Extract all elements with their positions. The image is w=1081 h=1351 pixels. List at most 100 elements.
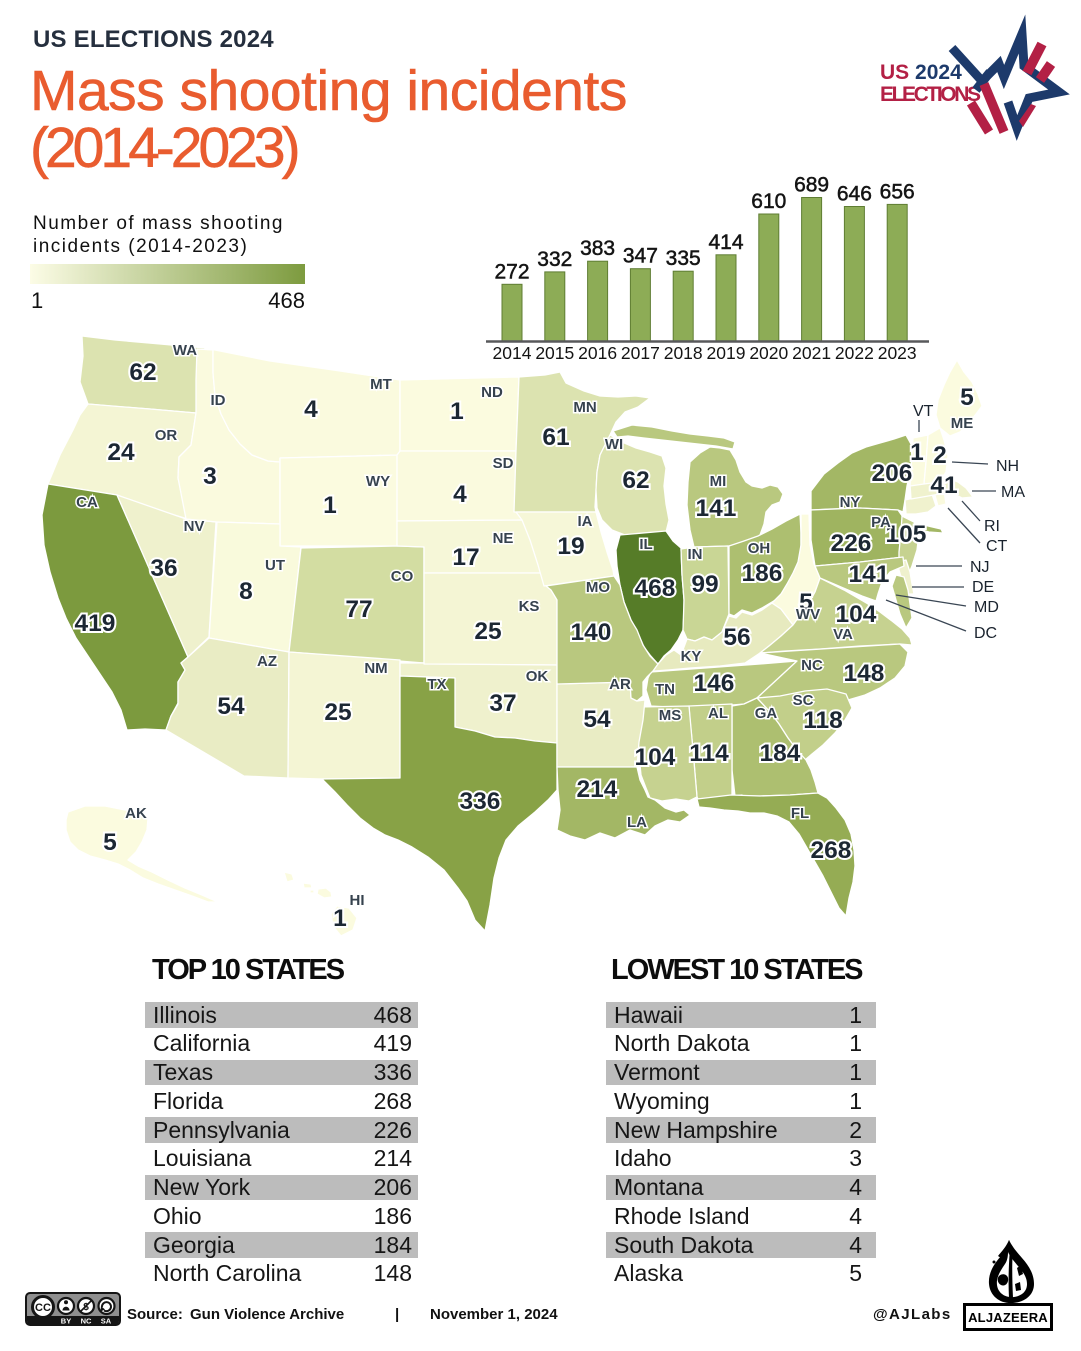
- svg-text:186: 186: [742, 560, 783, 587]
- svg-text:ME: ME: [951, 415, 974, 432]
- svg-text:ND: ND: [481, 384, 503, 401]
- svg-text:BY: BY: [61, 1317, 71, 1326]
- svg-text:1: 1: [323, 492, 337, 519]
- svg-text:56: 56: [723, 624, 750, 651]
- svg-text:MD: MD: [974, 599, 999, 616]
- svg-text:CC: CC: [35, 1302, 51, 1314]
- svg-text:2018: 2018: [664, 343, 703, 363]
- svg-text:5: 5: [960, 384, 974, 411]
- svg-text:332: 332: [537, 248, 572, 271]
- svg-text:OR: OR: [155, 427, 178, 444]
- svg-text:1: 1: [910, 439, 924, 466]
- svg-text:MT: MT: [370, 376, 392, 393]
- svg-text:OK: OK: [526, 668, 549, 685]
- svg-text:347: 347: [623, 245, 658, 268]
- svg-text:419: 419: [75, 610, 116, 637]
- svg-text:54: 54: [583, 706, 611, 733]
- svg-text:8: 8: [239, 578, 253, 605]
- svg-text:SA: SA: [101, 1317, 112, 1326]
- svg-text:$: $: [83, 1302, 89, 1313]
- svg-text:2014: 2014: [493, 343, 532, 363]
- svg-text:99: 99: [691, 571, 718, 598]
- svg-text:77: 77: [345, 596, 372, 623]
- svg-text:1: 1: [450, 398, 464, 425]
- svg-text:OH: OH: [748, 540, 771, 557]
- svg-text:141: 141: [696, 495, 737, 522]
- svg-text:VT: VT: [913, 403, 934, 420]
- svg-text:NH: NH: [996, 458, 1019, 475]
- svg-text:62: 62: [129, 359, 156, 386]
- svg-text:RI: RI: [984, 518, 1000, 535]
- svg-text:2021: 2021: [792, 343, 831, 363]
- svg-text:IN: IN: [688, 546, 703, 563]
- svg-text:NY: NY: [840, 494, 861, 511]
- svg-text:105: 105: [886, 521, 927, 548]
- svg-text:NE: NE: [493, 530, 514, 547]
- svg-text:37: 37: [489, 690, 516, 717]
- svg-text:2023: 2023: [878, 343, 917, 363]
- svg-text:335: 335: [666, 247, 701, 270]
- svg-text:CO: CO: [391, 568, 414, 585]
- svg-text:114: 114: [689, 740, 729, 767]
- svg-text:AR: AR: [609, 676, 631, 693]
- svg-text:25: 25: [324, 699, 351, 726]
- svg-text:5: 5: [103, 829, 117, 856]
- svg-text:GA: GA: [755, 705, 778, 722]
- svg-text:41: 41: [930, 472, 957, 499]
- svg-text:54: 54: [217, 693, 245, 720]
- svg-text:MO: MO: [586, 579, 610, 596]
- svg-text:WY: WY: [366, 473, 390, 490]
- svg-text:NJ: NJ: [970, 559, 990, 576]
- svg-text:NC: NC: [801, 657, 823, 674]
- svg-text:KY: KY: [681, 648, 702, 665]
- svg-text:WI: WI: [605, 436, 623, 453]
- svg-text:146: 146: [694, 670, 735, 697]
- svg-text:62: 62: [622, 467, 649, 494]
- svg-text:SC: SC: [793, 692, 814, 709]
- svg-text:3: 3: [203, 463, 217, 490]
- svg-text:184: 184: [760, 740, 801, 767]
- svg-text:36: 36: [150, 555, 177, 582]
- svg-text:AK: AK: [125, 805, 147, 822]
- svg-text:FL: FL: [791, 805, 809, 822]
- svg-text:NV: NV: [184, 518, 205, 535]
- svg-text:5: 5: [799, 589, 813, 616]
- svg-text:141: 141: [849, 561, 890, 588]
- svg-text:TN: TN: [655, 681, 675, 698]
- svg-text:25: 25: [474, 618, 501, 645]
- svg-text:206: 206: [872, 460, 913, 487]
- svg-text:KS: KS: [519, 598, 540, 615]
- svg-text:148: 148: [844, 660, 885, 687]
- svg-text:TX: TX: [427, 676, 446, 693]
- svg-text:MA: MA: [1001, 484, 1025, 501]
- svg-text:WA: WA: [173, 342, 197, 359]
- svg-text:2: 2: [933, 442, 947, 469]
- svg-text:DE: DE: [972, 579, 994, 596]
- svg-text:646: 646: [837, 183, 872, 206]
- svg-text:MS: MS: [659, 707, 682, 724]
- svg-text:2020: 2020: [749, 343, 788, 363]
- svg-text:IL: IL: [639, 536, 652, 553]
- svg-text:104: 104: [836, 601, 877, 628]
- svg-text:PA: PA: [871, 514, 891, 531]
- svg-text:140: 140: [571, 619, 612, 646]
- svg-text:UT: UT: [265, 557, 285, 574]
- svg-text:272: 272: [494, 260, 529, 283]
- svg-text:118: 118: [803, 707, 843, 734]
- svg-text:AL: AL: [708, 705, 728, 722]
- svg-text:DC: DC: [974, 625, 997, 642]
- svg-text:IA: IA: [578, 513, 593, 530]
- svg-text:414: 414: [708, 231, 743, 254]
- svg-text:MN: MN: [573, 399, 596, 416]
- svg-text:468: 468: [635, 575, 676, 602]
- svg-text:383: 383: [580, 237, 615, 260]
- svg-text:2022: 2022: [835, 343, 874, 363]
- svg-text:WV: WV: [796, 606, 820, 623]
- svg-text:610: 610: [751, 190, 786, 213]
- svg-text:MI: MI: [710, 473, 727, 490]
- svg-text:17: 17: [452, 544, 479, 571]
- svg-text:VA: VA: [833, 626, 853, 643]
- svg-text:336: 336: [460, 788, 501, 815]
- svg-text:19: 19: [557, 533, 584, 560]
- svg-text:SD: SD: [493, 455, 514, 472]
